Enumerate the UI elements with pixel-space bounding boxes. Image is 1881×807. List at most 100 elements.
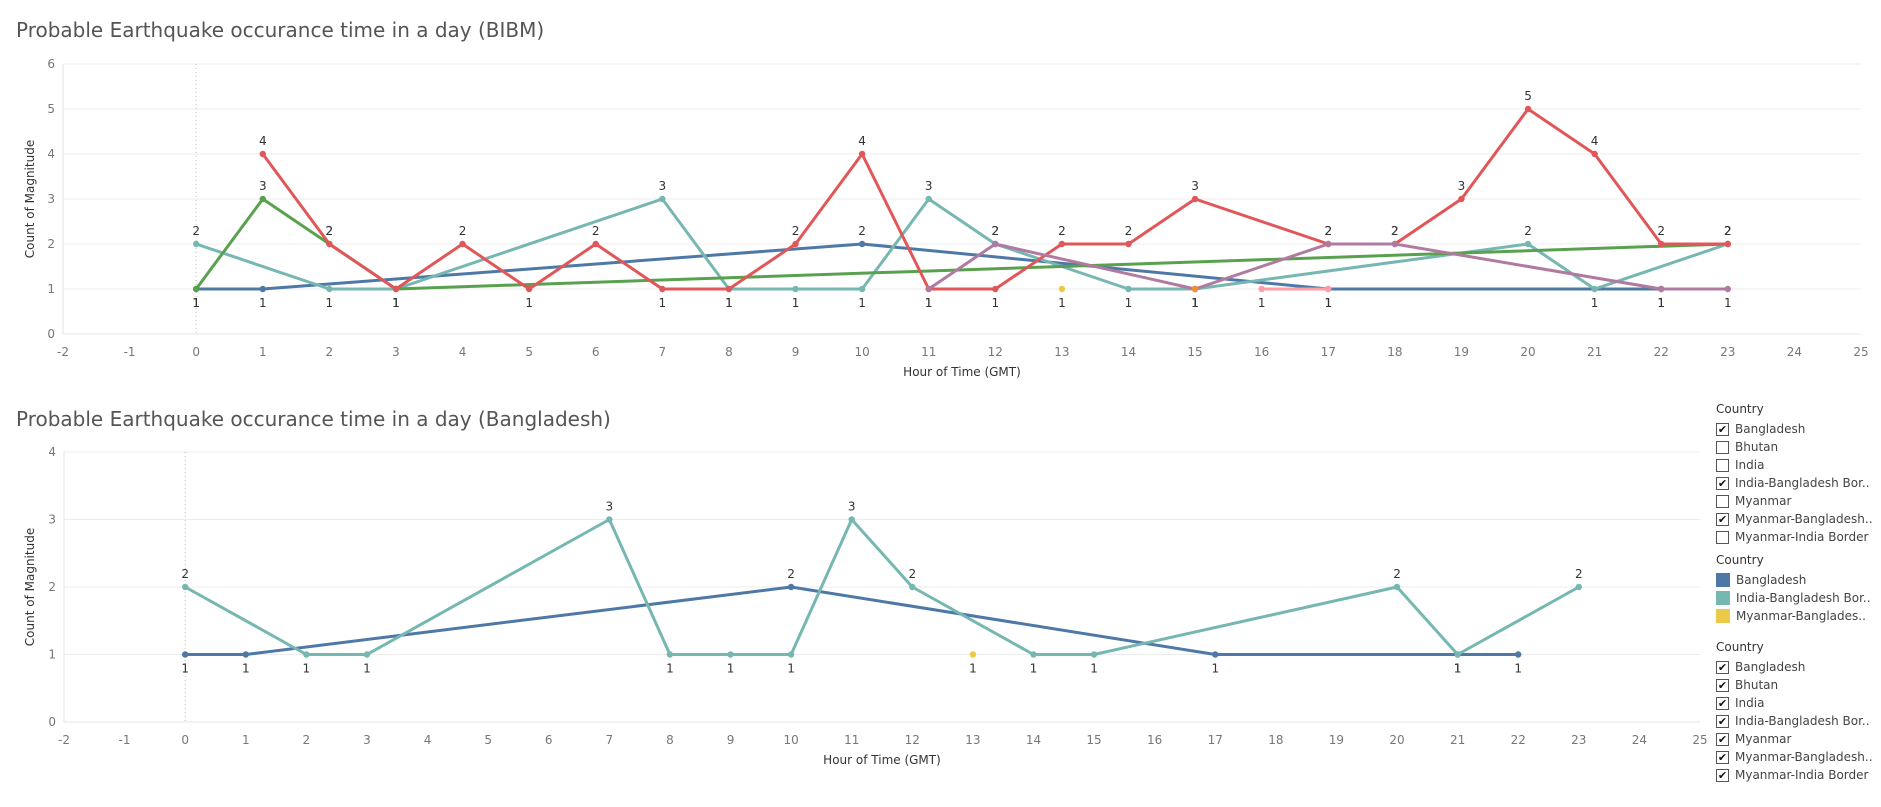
data-point — [909, 583, 916, 591]
filter-option-label: India — [1735, 696, 1765, 710]
checkbox-unchecked-icon[interactable] — [1716, 494, 1729, 508]
data-label: 1 — [1191, 296, 1199, 310]
filter-option[interactable]: ✔ Myanmar-India Border — [1716, 766, 1881, 784]
data-label: 1 — [1191, 296, 1199, 310]
data-point — [925, 285, 932, 293]
checkbox-checked-icon[interactable]: ✔ — [1716, 422, 1729, 436]
filter-option[interactable]: Myanmar — [1716, 492, 1881, 510]
data-label: 2 — [1724, 224, 1732, 238]
data-label: 1 — [1724, 296, 1732, 310]
data-point — [792, 240, 799, 248]
checkbox-unchecked-icon[interactable] — [1716, 458, 1729, 472]
data-point — [848, 516, 855, 523]
legend-item[interactable]: Bangladesh — [1716, 571, 1881, 589]
filter-option-label: Myanmar-India Border — [1735, 530, 1869, 544]
data-point — [606, 516, 613, 523]
x-tick-label: 1 — [242, 733, 250, 747]
x-tick-label: 13 — [965, 733, 980, 747]
filter-option[interactable]: ✔ India-Bangladesh Bor.. — [1716, 474, 1881, 492]
data-point — [181, 583, 189, 591]
checkbox-checked-icon[interactable]: ✔ — [1716, 714, 1729, 728]
checkbox-unchecked-icon[interactable] — [1716, 440, 1729, 454]
checkbox-checked-icon[interactable]: ✔ — [1716, 512, 1729, 526]
filter-title: Country — [1716, 640, 1764, 654]
x-tick-label: 19 — [1454, 345, 1469, 359]
data-label: 2 — [1524, 224, 1532, 238]
checkbox-checked-icon[interactable]: ✔ — [1716, 660, 1729, 674]
data-label: 1 — [787, 662, 795, 676]
data-label: 1 — [991, 296, 999, 310]
x-tick-label: 16 — [1147, 733, 1162, 747]
bottom-chart-title: Probable Earthquake occurance time in a … — [16, 407, 611, 431]
filter-option[interactable]: ✔ Bangladesh — [1716, 658, 1881, 676]
filter-option[interactable]: ✔ Bangladesh — [1716, 420, 1881, 438]
x-tick-label: 2 — [303, 733, 311, 747]
data-label: 4 — [1591, 134, 1599, 148]
filter-option[interactable]: ✔ Myanmar — [1716, 730, 1881, 748]
filter-option[interactable]: ✔ Bhutan — [1716, 676, 1881, 694]
data-label: 1 — [925, 296, 933, 310]
data-label: 1 — [181, 662, 189, 676]
filter-option[interactable]: ✔ India — [1716, 694, 1881, 712]
data-label: 1 — [1324, 296, 1332, 310]
x-tick-label: 11 — [844, 733, 859, 747]
data-point — [1325, 285, 1332, 293]
filter-option[interactable]: ✔ Myanmar-Bangladesh.. — [1716, 748, 1881, 766]
y-tick-label: 0 — [48, 715, 56, 729]
data-label: 2 — [991, 224, 999, 238]
filter-option[interactable]: ✔ Myanmar-Bangladesh.. — [1716, 510, 1881, 528]
x-tick-label: 14 — [1121, 345, 1136, 359]
y-tick-label: 4 — [48, 445, 56, 459]
filter-option[interactable]: Myanmar-India Border — [1716, 528, 1881, 546]
data-label: 1 — [1125, 296, 1133, 310]
x-tick-label: 18 — [1387, 345, 1402, 359]
data-label: 4 — [259, 134, 267, 148]
data-label: 2 — [792, 224, 800, 238]
x-tick-label: 6 — [545, 733, 553, 747]
checkbox-checked-icon[interactable]: ✔ — [1716, 696, 1729, 710]
filter-option-label: Bhutan — [1735, 678, 1779, 692]
checkbox-checked-icon[interactable]: ✔ — [1716, 678, 1729, 692]
x-tick-label: 25 — [1853, 345, 1868, 359]
data-label: 1 — [242, 662, 250, 676]
data-label: 1 — [392, 296, 400, 310]
data-label: 1 — [1657, 296, 1665, 310]
data-label: 2 — [1724, 224, 1732, 238]
data-point — [1575, 583, 1583, 591]
legend-title: Country — [1716, 553, 1764, 567]
data-point — [1524, 105, 1532, 113]
legend-item[interactable]: Myanmar-Banglades.. — [1716, 607, 1881, 625]
x-tick-label: 22 — [1511, 733, 1526, 747]
data-label: 1 — [725, 296, 733, 310]
data-point — [666, 651, 674, 658]
legend-item[interactable]: India-Bangladesh Bor.. — [1716, 589, 1881, 607]
data-point — [363, 651, 371, 658]
x-tick-label: 12 — [905, 733, 920, 747]
x-tick-label: 15 — [1187, 345, 1202, 359]
data-point — [659, 285, 666, 293]
data-point — [659, 195, 666, 203]
country-filter-top: Country ✔ Bangladesh Bhutan India ✔ India-Ban… — [1716, 402, 1881, 561]
x-tick-label: 14 — [1026, 733, 1041, 747]
data-label: 2 — [858, 224, 866, 238]
x-tick-label: -1 — [124, 345, 136, 359]
data-label: 1 — [1514, 662, 1522, 676]
x-tick-label: 23 — [1720, 345, 1735, 359]
checkbox-checked-icon[interactable]: ✔ — [1716, 476, 1729, 490]
checkbox-checked-icon[interactable]: ✔ — [1716, 768, 1729, 782]
checkbox-checked-icon[interactable]: ✔ — [1716, 732, 1729, 746]
y-tick-label: 3 — [48, 513, 56, 527]
checkbox-checked-icon[interactable]: ✔ — [1716, 750, 1729, 764]
checkbox-unchecked-icon[interactable] — [1716, 530, 1729, 544]
filter-option[interactable]: Bhutan — [1716, 438, 1881, 456]
data-label: 2 — [192, 224, 200, 238]
x-tick-label: 24 — [1632, 733, 1647, 747]
data-label: 2 — [908, 567, 916, 581]
filter-option[interactable]: India — [1716, 456, 1881, 474]
x-tick-label: 8 — [666, 733, 674, 747]
data-point — [1658, 285, 1665, 293]
filter-option[interactable]: ✔ India-Bangladesh Bor.. — [1716, 712, 1881, 730]
data-label: 1 — [727, 662, 735, 676]
data-label: 1 — [392, 296, 400, 310]
